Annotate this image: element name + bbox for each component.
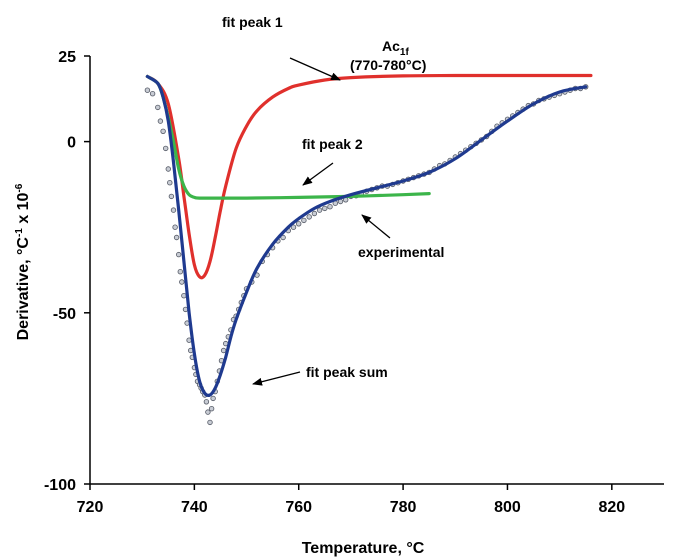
experimental-point xyxy=(144,87,151,93)
arrow-experimental xyxy=(361,214,391,239)
x-axis-title: Temperature, °C xyxy=(302,540,425,557)
annotation-experimental: experimental xyxy=(358,244,444,260)
x-tick-label: 800 xyxy=(494,499,521,516)
experimental-point xyxy=(207,419,213,426)
series-line-fit-peak-1 xyxy=(145,73,593,280)
experimental-point xyxy=(280,234,286,241)
y-axis-title-sup1: -1 xyxy=(14,228,25,237)
annotation-ac-sub: 1f xyxy=(400,47,410,58)
x-tick-label: 780 xyxy=(390,499,417,516)
experimental-point xyxy=(316,207,323,213)
experimental-point xyxy=(205,409,211,415)
y-axis-title: Derivative, °C-1 x 10-6 xyxy=(14,183,32,340)
experimental-point xyxy=(172,224,178,230)
experimental-point xyxy=(165,166,171,172)
experimental-point xyxy=(181,293,187,299)
experimental-point xyxy=(306,214,312,220)
experimental-point xyxy=(210,395,216,402)
experimental-point xyxy=(175,251,182,258)
experimental-point xyxy=(173,234,180,241)
y-tick-label: 0 xyxy=(67,135,76,152)
experimental-point xyxy=(322,205,328,212)
experimental-point xyxy=(290,224,297,230)
plot-area xyxy=(144,73,593,426)
experimental-point xyxy=(168,193,175,200)
experimental-point xyxy=(157,118,164,124)
y-axis-title-mid: x 10 xyxy=(15,192,32,228)
experimental-point xyxy=(162,145,169,152)
x-tick-label: 720 xyxy=(77,499,104,516)
experimental-point xyxy=(301,217,307,224)
experimental-point xyxy=(155,104,161,111)
annotations: fit peak 1 Ac1f (770-780°C) fit peak 2 e… xyxy=(222,14,444,386)
experimental-point xyxy=(296,221,302,227)
experimental-point xyxy=(167,179,173,186)
annotation-fit-peak-sum: fit peak sum xyxy=(306,364,388,380)
arrow-fit-peak-2 xyxy=(302,162,334,186)
series-line-fit-peak-2 xyxy=(145,74,431,200)
y-tick-label: 25 xyxy=(58,49,76,66)
series-lines xyxy=(145,73,593,397)
series-line-fit-peak-sum xyxy=(145,74,588,397)
experimental-point xyxy=(160,128,166,134)
annotation-fit-peak-1: fit peak 1 xyxy=(222,14,283,30)
experimental-point xyxy=(179,279,185,285)
annotation-fit-peak-2: fit peak 2 xyxy=(302,136,363,152)
y-tick-label: -50 xyxy=(53,306,76,323)
experimental-point xyxy=(149,90,156,97)
experimental-point xyxy=(170,207,177,213)
x-tick-label: 820 xyxy=(598,499,625,516)
experimental-point xyxy=(203,399,210,405)
y-axis-title-sup2: -6 xyxy=(14,183,25,192)
experimental-point xyxy=(220,347,227,354)
x-ticks: 720 740 760 780 800 820 xyxy=(77,484,625,516)
axes: 720 740 760 780 800 820 25 0 -50 -100 xyxy=(44,49,664,516)
x-tick-label: 760 xyxy=(285,499,312,516)
experimental-point xyxy=(208,406,215,412)
y-tick-label: -100 xyxy=(44,477,76,494)
annotation-ac: Ac1f xyxy=(382,38,409,58)
experimental-point xyxy=(311,210,318,217)
arrow-fit-peak-sum xyxy=(252,371,301,386)
annotation-ac-range: (770-780°C) xyxy=(350,57,426,73)
experimental-point xyxy=(177,269,183,275)
x-tick-label: 740 xyxy=(181,499,208,516)
arrow-fit-peak-1 xyxy=(289,57,341,81)
annotation-ac-label: Ac xyxy=(382,38,400,54)
experimental-point xyxy=(327,203,333,210)
y-ticks: 25 0 -50 -100 xyxy=(44,49,90,494)
y-axis-title-main: Derivative, °C xyxy=(15,237,32,341)
